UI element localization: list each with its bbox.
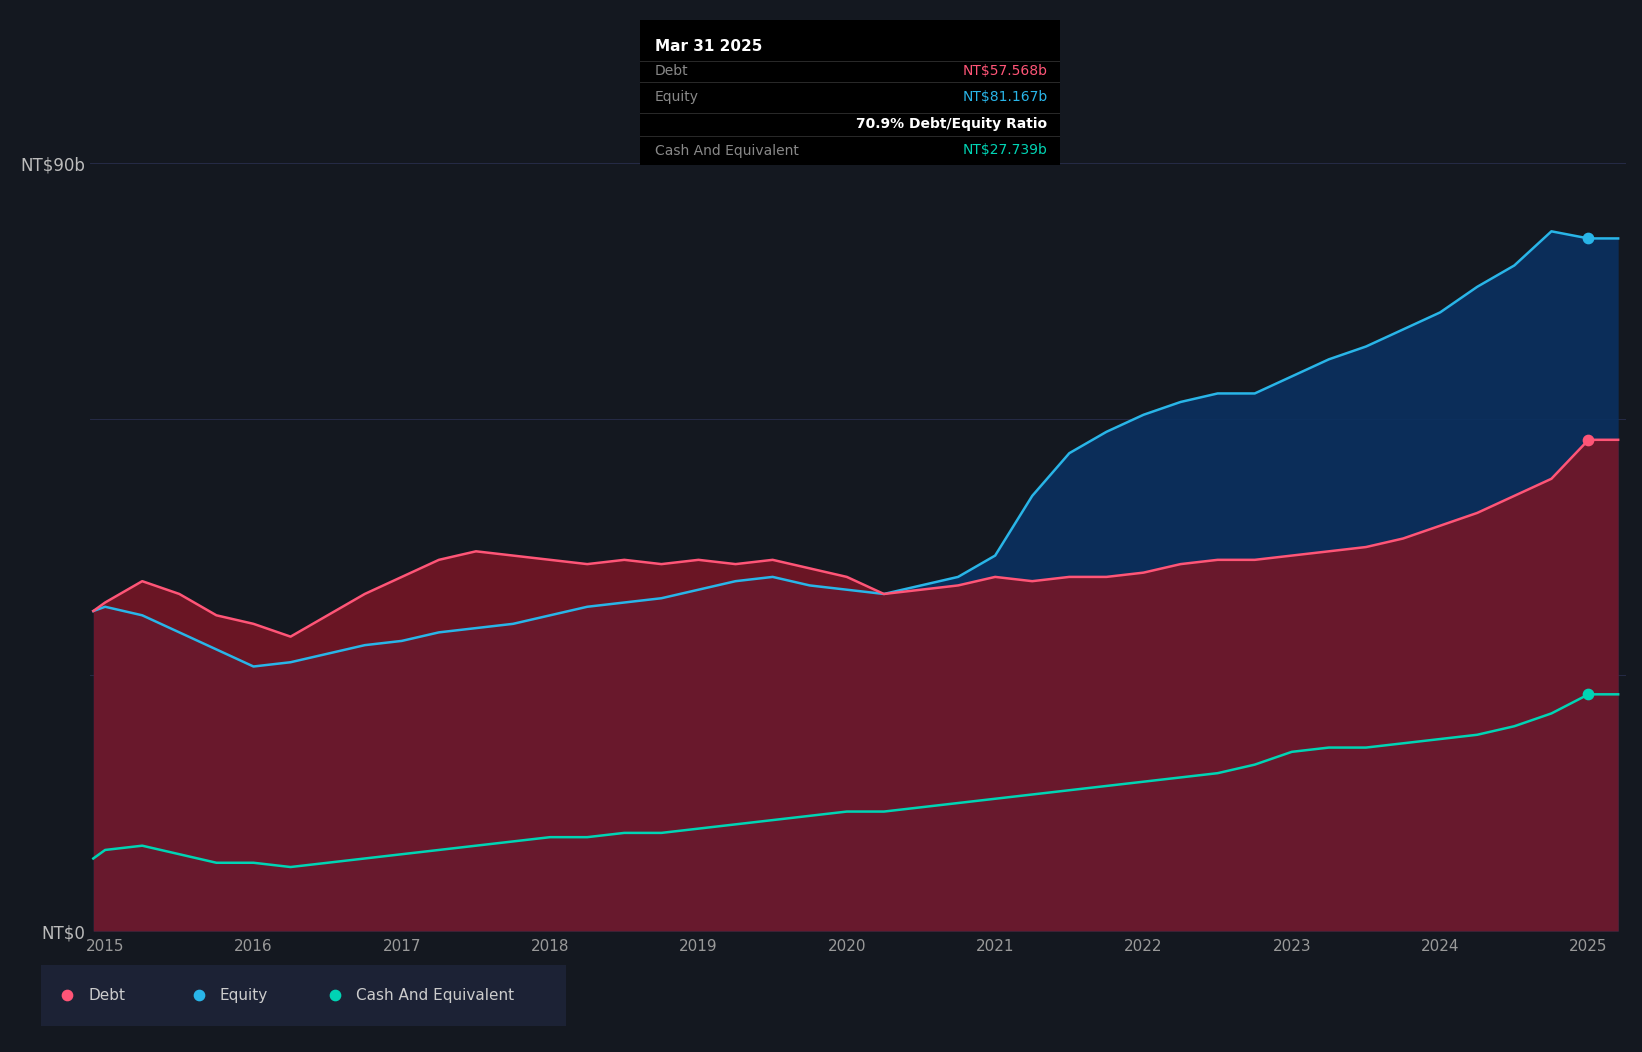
Point: [54, 987, 80, 1004]
Text: NT$81.167b: NT$81.167b: [962, 89, 1048, 104]
Point: [1575, 431, 1601, 448]
Point: [186, 987, 212, 1004]
Text: Debt: Debt: [655, 64, 688, 79]
Text: Equity: Equity: [655, 89, 699, 104]
Point: [1575, 686, 1601, 703]
Text: Debt: Debt: [89, 988, 125, 1003]
Text: Equity: Equity: [220, 988, 268, 1003]
Point: [322, 987, 348, 1004]
Text: 70.9% Debt/Equity Ratio: 70.9% Debt/Equity Ratio: [855, 118, 1048, 132]
Text: Cash And Equivalent: Cash And Equivalent: [655, 143, 798, 158]
Text: NT$57.568b: NT$57.568b: [962, 64, 1048, 79]
Text: Mar 31 2025: Mar 31 2025: [655, 39, 762, 54]
Text: Cash And Equivalent: Cash And Equivalent: [356, 988, 514, 1003]
Text: NT$27.739b: NT$27.739b: [962, 143, 1048, 158]
Point: [1575, 230, 1601, 247]
